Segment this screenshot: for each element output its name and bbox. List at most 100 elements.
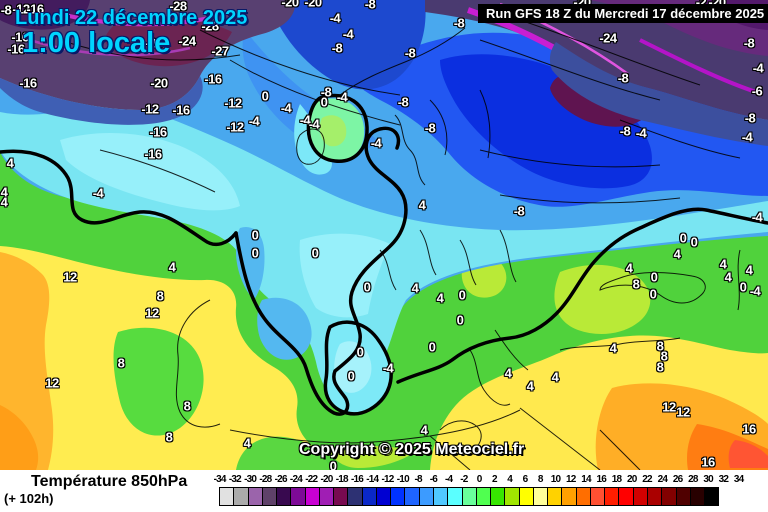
scale-color-cell [233,487,249,506]
scale-tick: 22 [642,474,652,485]
scale-tick: 6 [522,474,529,485]
scale-tick: 30 [703,474,713,485]
scale-tick: 20 [627,474,637,485]
temp-label: 0 [347,368,355,384]
temp-label: -4 [280,100,292,116]
scale-tick: 8 [537,474,544,485]
scale-color-cell [689,487,706,506]
temp-label: 12 [145,305,159,321]
temp-label: -4 [741,129,753,145]
scale-color-cell [304,487,320,506]
temp-label: 12 [676,404,690,420]
scale-color-cell [575,487,591,506]
temp-label: 4 [504,365,512,381]
scale-tick: 2 [492,474,498,485]
temp-label: 4 [243,435,251,451]
temp-label: 0 [329,458,337,471]
scale-tick: -26 [274,474,288,485]
temp-label: -24 [599,30,617,46]
temp-label: -4 [329,10,341,26]
scale-color-cell [247,487,263,506]
temp-label: -4 [751,209,763,225]
temp-label: 0 [649,286,657,302]
scale-color-cell [547,487,563,506]
temp-label: 8 [660,348,668,364]
temp-label: 0 [739,279,747,295]
scale-color-cell [418,487,434,506]
temp-label: -4 [92,185,104,201]
temp-label: -4 [382,360,394,376]
temp-label: 12 [662,399,676,415]
scale-tick: -24 [289,474,303,485]
temp-label: -16 [172,102,190,118]
copyright-watermark: Copyright © 2025 Meteociel.fr [299,441,525,458]
scale-tick: -28 [259,474,272,485]
temp-label: 0 [458,287,466,303]
scale-color-cell [447,487,463,506]
scale-color-cell [404,487,420,506]
temp-label: -4 [308,116,320,132]
temp-label: 0 [356,344,364,360]
scale-tick: -20 [320,474,333,485]
temp-label: 4 [411,280,419,296]
scale-color-cell [290,487,306,506]
temp-label: 0 [679,230,687,246]
temp-label: -8 [0,2,12,18]
scale-color-cell [390,487,406,506]
scale-tick: -8 [414,474,422,485]
scale-tick: 12 [565,474,576,485]
scale-tick: -18 [335,474,349,485]
temp-label: 4 [719,256,727,272]
temp-label: 4 [609,340,617,356]
scale-color-cell [432,487,449,506]
scale-color-cell [661,487,677,506]
map-date: Lundi 22 décembre 2025 [15,7,248,29]
scale-tick: -22 [305,474,318,485]
scale-tick: -34 [213,474,227,485]
temp-label: -4 [752,60,764,76]
scale-cells [219,487,720,506]
scale-tick: 32 [718,474,729,485]
temp-label: -8 [453,15,465,31]
scale-tick: -12 [381,474,395,485]
temp-label: -4 [342,26,354,42]
temp-label: -16 [144,146,162,162]
temp-label: -8 [364,0,376,12]
temp-label: 8 [165,429,173,445]
scale-tick: 0 [476,474,483,485]
scale-tick: 10 [550,474,561,485]
temp-label: 0 [320,94,328,110]
temp-label: 8 [117,355,125,371]
temp-label: 0 [261,88,269,104]
temp-label: 4 [418,197,426,213]
temp-label: -28 [169,0,187,14]
temp-label: 4 [436,290,444,306]
legend-bar: Température 850hPa (+ 102h) -34 -32 -30 -28… [0,470,768,512]
temp-label: -12 [12,1,30,17]
temp-label: -12 [141,101,159,117]
temp-label: 0 [251,227,259,243]
temp-label: -8 [617,70,629,86]
map-painting [0,0,768,470]
temp-label: 16 [701,454,715,470]
temp-label: -20 [281,0,299,10]
temp-label: -8 [743,35,755,51]
scale-tick: 28 [688,474,698,485]
temp-label: 4 [673,246,681,262]
scale-color-cell [347,487,363,506]
scale-tick: -4 [444,474,453,485]
temperature-map: -8 -12 -16 -16 -16 -16 -28 -28 -20 -24 -27 -20 -12 -1… [0,0,768,470]
temp-label: 0 [363,279,371,295]
scale-ticks: -34 -32 -30 -28 -26 -24 -22 -20 -18 -16 -14 -12 -10-… [212,474,746,485]
temp-label: -12 [224,95,242,111]
temp-label: 0 [456,312,464,328]
parameter-title: Température 850hPa [31,473,188,490]
temp-label: 0 [251,245,259,261]
scale-tick: 16 [596,474,607,485]
temp-label: 0 [650,269,658,285]
scale-color-cell [276,487,292,506]
temp-label: 4 [168,259,176,275]
temp-label: -16 [204,71,222,87]
scale-color-cell [461,487,477,506]
